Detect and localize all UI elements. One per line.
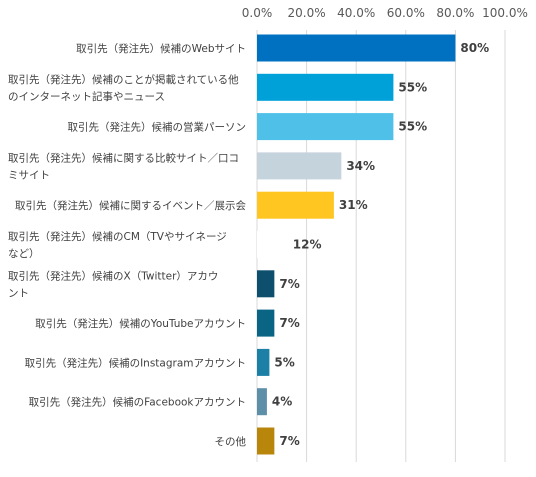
bar — [257, 270, 275, 298]
data-label: 55% — [398, 120, 427, 134]
x-tick-label: 60.0% — [387, 6, 425, 20]
bar — [257, 34, 456, 62]
category-label: 取引先（発注先）候補のX（Twitter）アカウ — [8, 269, 218, 282]
data-label: 7% — [279, 434, 299, 448]
data-label: 34% — [346, 159, 375, 173]
data-label: 80% — [460, 41, 489, 55]
category-label: のインターネット記事やニュース — [8, 90, 165, 103]
bar — [257, 113, 394, 141]
bar — [257, 191, 334, 219]
category-label: など） — [8, 248, 40, 260]
category-label: 取引先（発注先）候補に関するイベント／展示会 — [15, 199, 246, 212]
data-label: 7% — [279, 316, 299, 330]
data-label: 55% — [398, 80, 427, 94]
category-label: その他 — [215, 435, 247, 448]
bar — [257, 348, 270, 376]
category-label: ント — [8, 287, 29, 299]
data-label: 7% — [279, 277, 299, 291]
category-label: ミサイト — [8, 169, 50, 181]
category-label: 取引先（発注先）候補に関する比較サイト／口コ — [8, 151, 239, 164]
category-label: 取引先（発注先）候補の営業パーソン — [68, 121, 247, 134]
bar — [257, 152, 342, 180]
bar — [257, 309, 275, 337]
category-label: 取引先（発注先）候補のInstagramアカウント — [25, 356, 246, 369]
x-tick-label: 100.0% — [482, 6, 528, 20]
bar — [257, 388, 267, 416]
bar — [257, 73, 394, 101]
x-tick-label: 20.0% — [288, 6, 326, 20]
x-tick-label: 40.0% — [337, 6, 375, 20]
data-label: 12% — [293, 238, 322, 252]
category-label: 取引先（発注先）候補のWebサイト — [76, 42, 246, 55]
data-label: 4% — [272, 395, 292, 409]
category-label: 取引先（発注先）候補のCM（TVやサイネージ — [8, 230, 227, 243]
data-label: 5% — [274, 355, 294, 369]
data-label: 31% — [339, 198, 368, 212]
bar — [257, 231, 287, 258]
category-label: 取引先（発注先）候補のYouTubeアカウント — [35, 317, 246, 330]
bar — [257, 427, 275, 455]
category-label: 取引先（発注先）候補のことが掲載されている他 — [8, 73, 239, 86]
x-tick-label: 0.0% — [242, 6, 273, 20]
category-label: 取引先（発注先）候補のFacebookアカウント — [29, 396, 246, 409]
x-tick-label: 80.0% — [436, 6, 474, 20]
